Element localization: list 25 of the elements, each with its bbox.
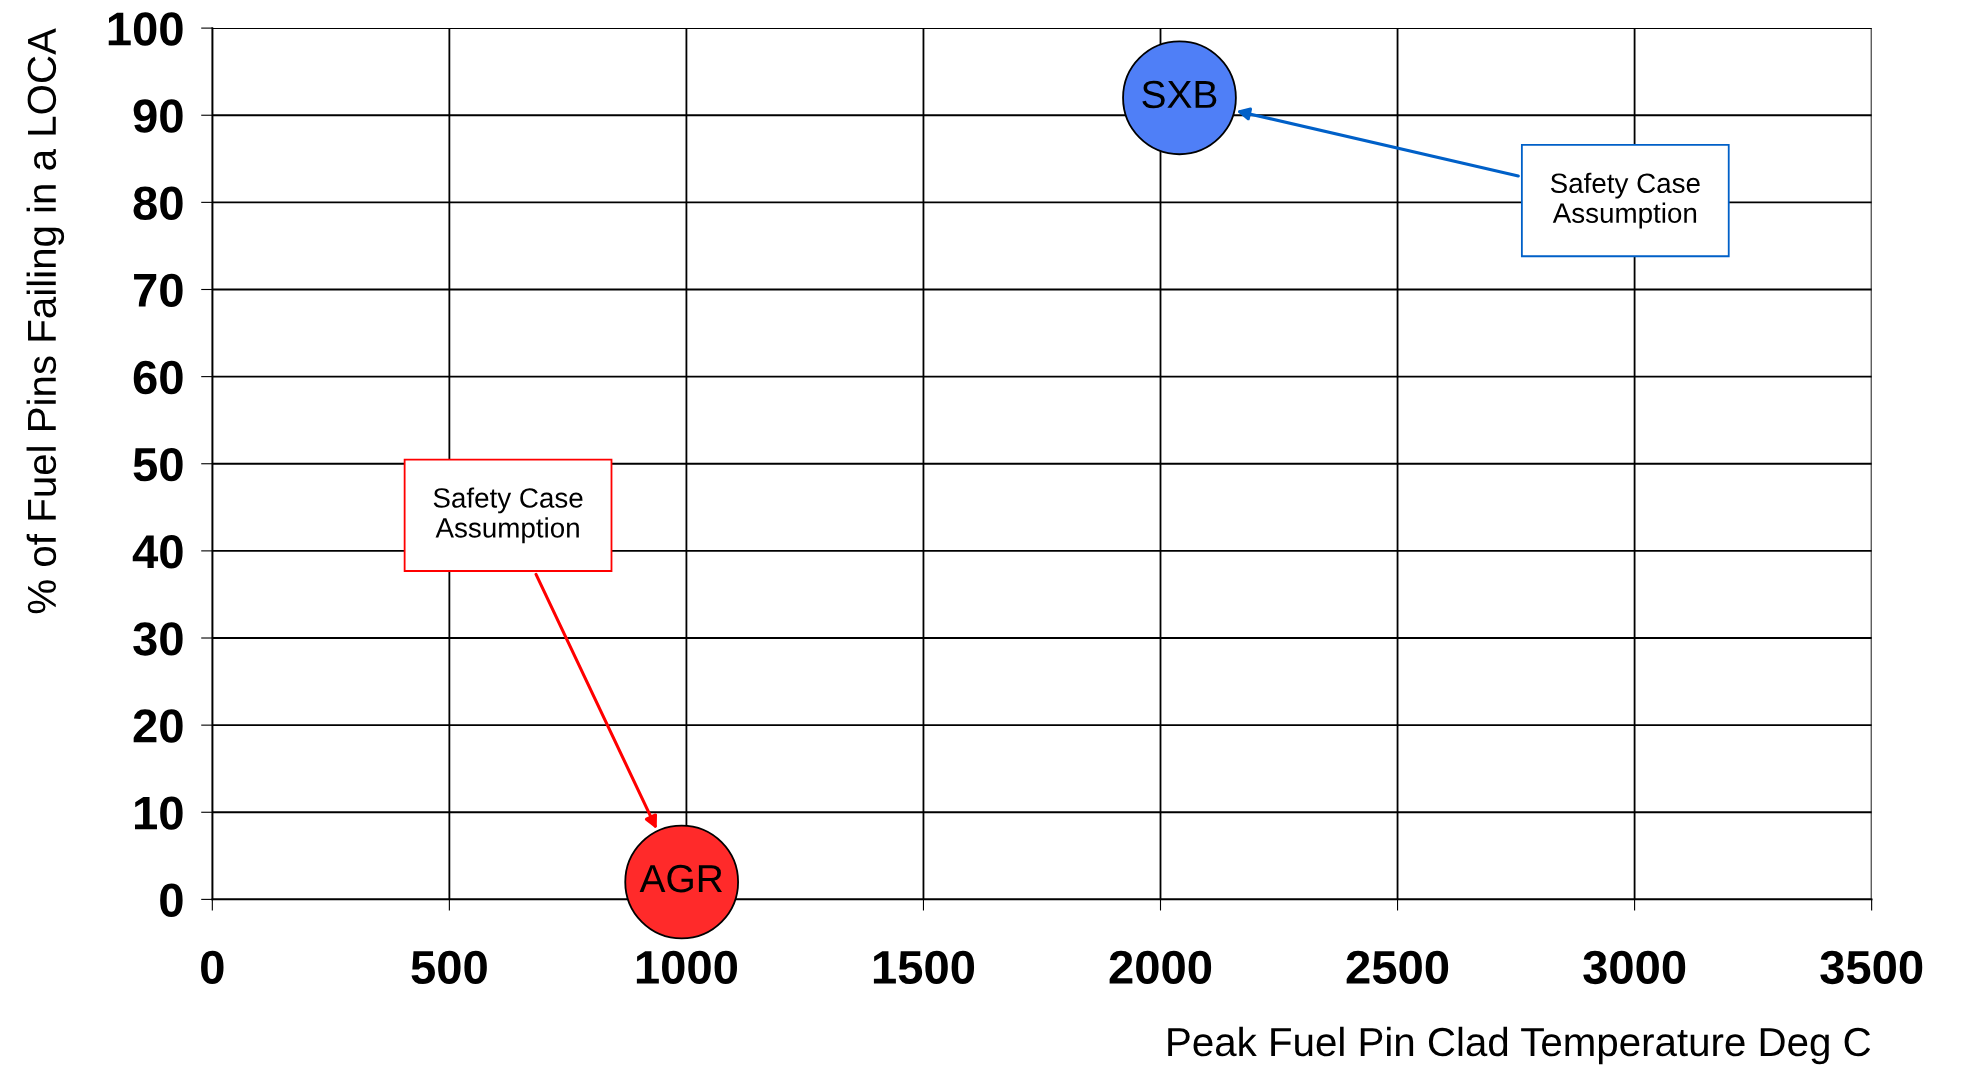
y-tick-label: 40	[132, 535, 183, 569]
annotation: Safety Case Assumption	[433, 487, 583, 544]
x-axis-title: Peak Fuel Pin Clad Temperature Deg C	[1168, 1026, 1871, 1065]
x-tick-label: 3000	[1583, 950, 1686, 985]
x-tick-label: 2000	[1109, 950, 1212, 985]
y-tick-label: 90	[133, 99, 183, 133]
x-tick-label: 1000	[636, 950, 738, 985]
series-label: AGR	[639, 864, 723, 893]
y-tick-label: 0	[160, 883, 183, 917]
x-tick-label: 1500	[873, 950, 975, 985]
y-tick-label: 100	[108, 12, 183, 46]
y-tick-label: 50	[133, 447, 183, 482]
x-tick-label: 500	[411, 950, 487, 985]
x-tick-label: 0	[201, 950, 224, 985]
x-tick-label: 2500	[1346, 950, 1449, 985]
x-tick-label: 3500	[1820, 950, 1923, 985]
y-tick-label: 30	[133, 622, 183, 656]
y-tick-label: 70	[134, 273, 183, 308]
y-axis-title: % of Fuel Pins Failing in a LOCA	[26, 28, 65, 614]
y-tick-label: 60	[133, 360, 183, 395]
y-tick-label: 80	[133, 186, 183, 220]
y-tick-label: 10	[135, 796, 183, 830]
y-tick-label: 20	[133, 709, 183, 743]
annotation: Safety Case Assumption	[1550, 172, 1700, 229]
series-label: SXB	[1142, 80, 1217, 109]
